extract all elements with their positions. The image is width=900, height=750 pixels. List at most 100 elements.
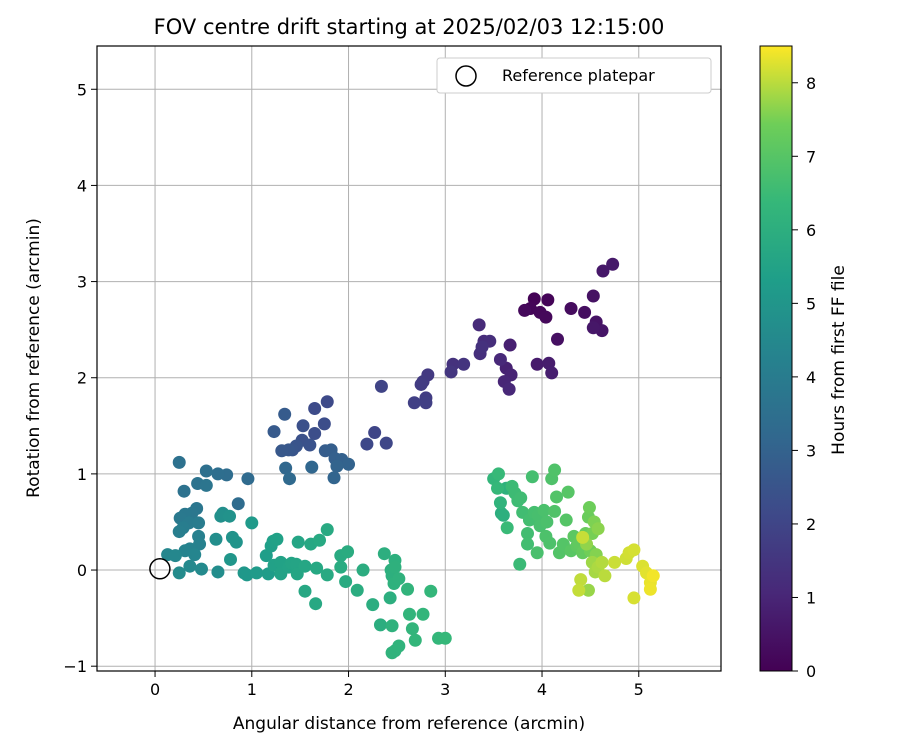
data-point <box>424 584 438 598</box>
data-point <box>551 332 565 346</box>
data-point <box>401 582 415 596</box>
data-point <box>518 303 532 317</box>
data-point <box>275 444 289 458</box>
data-point <box>530 546 544 560</box>
data-point <box>581 583 595 597</box>
data-point <box>392 639 406 653</box>
legend-marker <box>455 65 477 87</box>
data-point <box>374 379 388 393</box>
data-point <box>521 527 535 540</box>
data-point <box>578 305 592 319</box>
data-point <box>278 407 292 421</box>
data-point <box>366 598 380 612</box>
data-point <box>308 402 322 415</box>
data-point <box>438 631 452 645</box>
data-point <box>192 516 206 530</box>
data-point <box>291 535 305 549</box>
data-point <box>373 618 387 632</box>
data-point <box>545 366 559 380</box>
data-point <box>444 365 458 379</box>
data-point <box>543 536 557 550</box>
x-tick-label: 0 <box>150 680 160 699</box>
colorbar-tick-label: 2 <box>806 515 816 534</box>
x-tick-label: 1 <box>247 680 257 699</box>
data-point <box>419 396 433 410</box>
data-point <box>586 321 600 335</box>
data-point <box>231 497 245 511</box>
data-point <box>548 504 562 518</box>
colorbar-tick-label: 0 <box>806 662 816 681</box>
data-point <box>530 357 544 371</box>
data-point <box>308 427 322 440</box>
data-point <box>561 485 575 499</box>
data-point <box>586 289 600 303</box>
data-point <box>283 472 297 486</box>
data-point <box>223 509 237 523</box>
y-axis-label: Rotation from reference (arcmin) <box>24 218 44 498</box>
data-point <box>320 568 334 582</box>
x-axis-label: Angular distance from reference (arcmin) <box>233 714 585 734</box>
data-point <box>405 622 419 636</box>
data-point <box>402 607 416 621</box>
data-point <box>539 310 553 324</box>
data-point <box>199 464 213 478</box>
data-point <box>627 591 641 605</box>
data-point <box>576 530 590 544</box>
data-point <box>310 561 324 575</box>
x-tick-label: 4 <box>537 680 547 699</box>
data-point <box>188 548 202 562</box>
data-point <box>320 523 334 537</box>
data-point <box>298 584 312 598</box>
data-point <box>267 425 281 439</box>
data-point <box>606 257 620 271</box>
data-point <box>168 549 182 563</box>
data-point <box>209 532 223 546</box>
colorbar-label: Hours from first FF file <box>829 265 849 455</box>
data-point <box>521 537 535 551</box>
data-point <box>309 597 323 611</box>
data-point <box>385 619 399 633</box>
colorbar-tick-label: 7 <box>806 147 816 166</box>
y-tick-label: 4 <box>77 176 87 195</box>
data-point <box>646 569 660 583</box>
data-point <box>327 471 341 485</box>
data-point <box>457 357 471 371</box>
data-point <box>502 382 516 396</box>
data-point <box>559 513 573 527</box>
x-axis-ticks: 0 1 2 3 4 5 <box>150 671 644 699</box>
data-point <box>572 583 586 597</box>
data-point <box>320 395 334 409</box>
data-point <box>514 491 528 505</box>
data-point <box>172 455 186 469</box>
data-point <box>564 302 578 315</box>
data-point <box>279 461 293 475</box>
data-point <box>342 457 356 471</box>
y-axis-ticks: −1 0 1 2 3 4 5 <box>63 80 97 676</box>
data-point <box>229 535 243 549</box>
data-point <box>360 437 374 451</box>
data-point <box>582 501 596 515</box>
x-tick-label: 3 <box>440 680 450 699</box>
data-point <box>388 560 402 574</box>
y-tick-label: 2 <box>77 369 87 388</box>
y-tick-label: 1 <box>77 465 87 484</box>
data-point <box>356 563 370 577</box>
data-point <box>194 562 208 576</box>
data-point <box>407 396 421 410</box>
colorbar-tick-label: 5 <box>806 294 816 313</box>
data-point <box>595 555 609 569</box>
data-point <box>472 318 486 332</box>
data-point <box>334 560 348 574</box>
legend: Reference platepar <box>436 57 712 94</box>
data-point <box>550 490 564 504</box>
data-point <box>172 525 186 539</box>
data-point <box>475 340 489 354</box>
colorbar-tick-label: 4 <box>806 368 816 387</box>
plot-area <box>97 46 721 671</box>
data-point <box>537 503 551 517</box>
data-point <box>313 533 327 547</box>
data-point <box>177 484 191 498</box>
data-point <box>296 419 310 433</box>
y-tick-label: 0 <box>77 561 87 580</box>
data-point <box>211 467 225 481</box>
